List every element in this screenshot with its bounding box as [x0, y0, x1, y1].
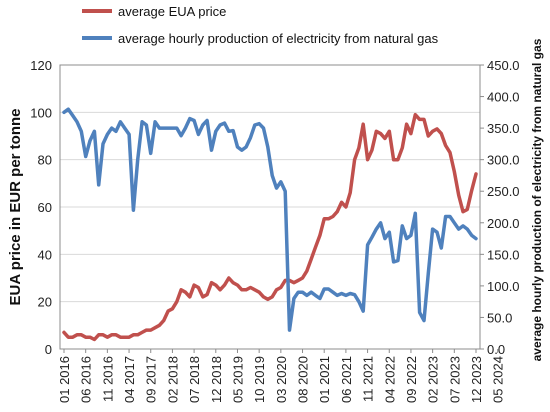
x-tick-label: 04 2022 — [382, 356, 397, 403]
right-tick-label: 400.0 — [487, 90, 520, 105]
plot-border — [59, 64, 481, 350]
x-axis-ticks: 01 2016 06 2016 11 2016 04 2017 09 2017 02 20… — [57, 349, 506, 403]
series-layer — [62, 107, 478, 342]
x-tick-label: 02 2023 — [426, 356, 441, 403]
series-line-gas-production — [62, 107, 478, 332]
x-tick-label: 06 2016 — [79, 356, 94, 403]
series-line-eua-price — [62, 112, 478, 342]
left-tick-label: 80 — [38, 153, 52, 168]
x-tick-label: 07 2018 — [187, 356, 202, 403]
x-tick-label: 07 2023 — [447, 356, 462, 403]
left-tick-label: 100 — [30, 105, 52, 120]
left-axis-title: EUA price in EUR per tonne — [7, 109, 24, 306]
x-tick-label: 10 2019 — [252, 356, 267, 403]
x-tick-label: 02 2018 — [165, 356, 180, 403]
x-tick-label: 11 2016 — [100, 356, 115, 402]
legend: average EUA price average hourly product… — [82, 4, 439, 46]
x-tick-label: 12 2023 — [469, 356, 484, 403]
legend-label-gas: average hourly production of electricity… — [118, 31, 439, 46]
left-axis-ticks: 0 20 40 60 80 100 120 — [30, 58, 52, 357]
right-axis-title: average hourly production of electricity… — [530, 38, 544, 361]
plot-area — [59, 64, 481, 350]
x-tick-label: 01 2016 — [57, 356, 72, 403]
right-tick-label: 150.0 — [487, 247, 520, 262]
x-tick-label: 03 2020 — [274, 356, 289, 403]
right-tick-label: 50.0 — [487, 310, 512, 325]
right-tick-label: 350.0 — [487, 121, 520, 136]
x-tick-label: 08 2020 — [296, 356, 311, 403]
right-tick-label: 0.0 — [487, 342, 505, 357]
x-tick-label: 09 2022 — [404, 356, 419, 403]
left-tick-label: 120 — [30, 58, 52, 73]
left-tick-label: 20 — [38, 295, 52, 310]
x-tick-label: 11 2021 — [361, 356, 376, 402]
legend-label-eua: average EUA price — [118, 4, 226, 19]
right-axis-ticks: 0.0 50.0 100.0 150.0 200.0 250.0 300.0 350.0 400… — [480, 58, 520, 357]
right-tick-label: 200.0 — [487, 216, 520, 231]
right-tick-label: 300.0 — [487, 153, 520, 168]
right-tick-label: 100.0 — [487, 279, 520, 294]
x-tick-label: 06 2021 — [339, 356, 354, 403]
left-tick-label: 0 — [45, 342, 52, 357]
x-tick-label: 05 2024 — [491, 356, 506, 403]
right-tick-label: 450.0 — [487, 58, 520, 73]
x-tick-label: 05 2019 — [230, 356, 245, 403]
x-tick-label: 12 2018 — [209, 356, 224, 403]
x-tick-label: 09 2017 — [144, 356, 159, 403]
x-tick-label: 04 2017 — [122, 356, 137, 403]
right-tick-label: 250.0 — [487, 184, 520, 199]
left-tick-label: 60 — [38, 200, 52, 215]
x-tick-label: 01 2021 — [317, 356, 332, 403]
left-tick-label: 40 — [38, 247, 52, 262]
